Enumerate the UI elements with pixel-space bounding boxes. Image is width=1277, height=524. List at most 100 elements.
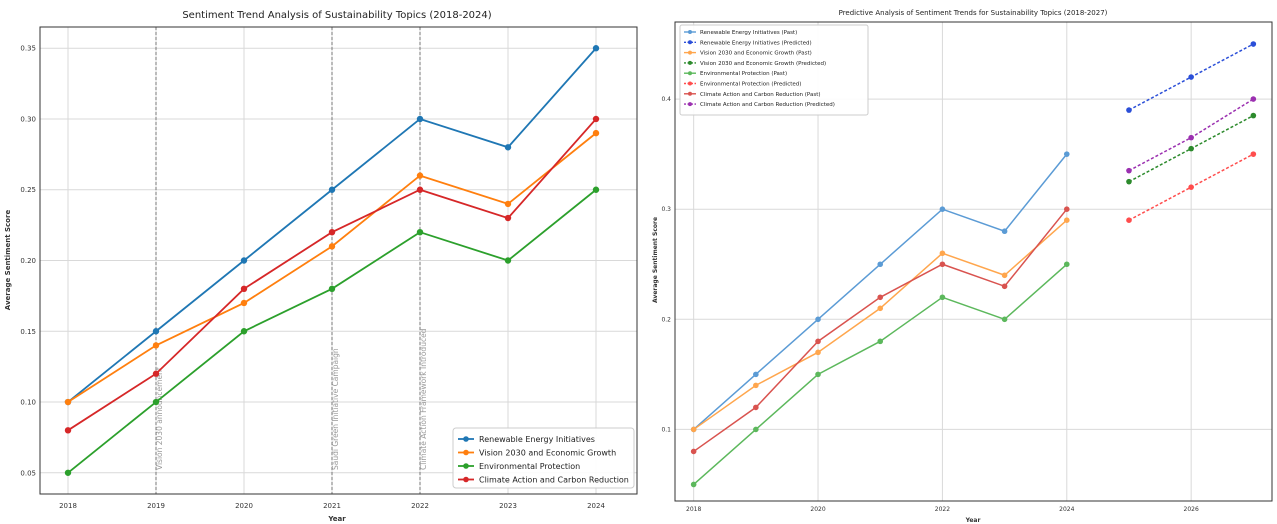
data-point <box>416 172 424 179</box>
x-tick-label: 2026 <box>1184 506 1199 513</box>
data-point <box>1001 316 1008 323</box>
data-point <box>1001 283 1008 290</box>
event-annotation-label: Vision 2030 announcement <box>155 367 164 470</box>
data-point <box>328 228 336 236</box>
data-point <box>240 257 248 264</box>
y-tick-label: 0.25 <box>20 186 36 194</box>
data-point <box>939 206 946 212</box>
series-environmental-protection <box>64 186 600 476</box>
y-tick-label: 0.35 <box>20 45 36 53</box>
data-point <box>416 228 424 236</box>
series-renewable-energy-initiatives-predicted <box>1126 41 1257 113</box>
data-point <box>592 45 600 52</box>
legend-label: Renewable Energy Initiatives (Predicted) <box>700 40 812 46</box>
y-tick-label: 0.15 <box>20 328 36 336</box>
series-line <box>693 153 1068 430</box>
data-point <box>64 469 72 476</box>
data-point <box>1001 228 1008 235</box>
series-renewable-energy-initiatives-past <box>690 151 1070 433</box>
legend-item: Renewable Energy Initiatives (Predicted) <box>684 40 812 46</box>
data-point <box>1063 151 1070 157</box>
data-point <box>939 250 946 257</box>
x-axis-label: Year <box>327 515 346 523</box>
data-point <box>815 371 821 378</box>
legend-item: Environmental Protection <box>458 462 580 471</box>
data-point <box>1126 178 1132 185</box>
sentiment-trend-chart: Sentiment Trend Analysis of Sustainabili… <box>4 10 638 523</box>
x-tick-label: 2018 <box>686 506 701 513</box>
y-axis-label: Average Sentiment Score <box>4 210 12 311</box>
x-tick-label: 2019 <box>147 502 165 510</box>
data-point <box>328 243 336 250</box>
series-layer <box>690 41 1257 488</box>
data-point <box>64 398 72 406</box>
legend-item: Climate Action and Carbon Reduction (Pas… <box>684 91 821 98</box>
data-point <box>240 299 248 307</box>
legend-marker <box>463 476 469 483</box>
data-point <box>328 285 336 293</box>
x-tick-label: 2021 <box>323 502 341 510</box>
data-point <box>753 371 759 378</box>
data-point <box>1188 74 1194 80</box>
series-climate-action-and-carbon-reduction-predicted <box>1126 96 1257 174</box>
data-point <box>1063 206 1070 212</box>
legend-box <box>452 427 635 489</box>
y-tick-label: 0.20 <box>20 257 36 265</box>
legend-marker <box>463 436 469 442</box>
data-point <box>416 186 424 193</box>
legend-marker <box>688 71 692 76</box>
data-point <box>592 186 600 193</box>
legend-marker <box>688 30 692 34</box>
data-point <box>152 370 160 377</box>
data-point <box>504 144 512 151</box>
data-point <box>1001 272 1008 279</box>
y-tick-labels: 0.05 0.10 0.15 0.20 0.25 0.30 0.35 <box>20 45 36 478</box>
legend-item: Climate Action and Carbon Reduction <box>458 476 629 485</box>
chart-title: Predictive Analysis of Sentiment Trends … <box>839 9 1108 17</box>
data-point <box>64 427 72 434</box>
series-vision-2030-and-economic-growth-past <box>690 217 1070 433</box>
legend: Renewable Energy Initiatives (Past) Renew… <box>679 24 869 116</box>
legend-marker <box>688 40 692 45</box>
data-point <box>939 294 946 301</box>
event-annotation-label: Saudi Green Initiative Campaign <box>331 348 340 470</box>
series-vision-2030-and-economic-growth <box>64 129 600 406</box>
legend-item: Environmental Protection (Past) <box>684 71 787 77</box>
data-point <box>1188 134 1194 141</box>
x-tick-label: 2020 <box>810 506 825 513</box>
x-tick-label: 2023 <box>499 502 517 510</box>
data-point <box>1126 107 1132 113</box>
data-point <box>877 294 884 301</box>
legend-marker <box>688 50 692 55</box>
legend-label: Climate Action and Carbon Reduction (Pre… <box>700 102 835 108</box>
plot-frame <box>39 26 638 495</box>
chart-panel-sentiment-trend: Sentiment Trend Analysis of Sustainabili… <box>4 10 638 523</box>
data-point <box>152 342 160 349</box>
legend-label: Climate Action and Carbon Reduction (Pas… <box>700 92 821 98</box>
y-tick-label: 0.1 <box>661 426 671 433</box>
data-point <box>690 448 697 455</box>
data-point <box>1126 217 1132 224</box>
plot-frame <box>674 21 1273 502</box>
x-tick-label: 2022 <box>935 506 950 513</box>
data-point <box>815 338 821 345</box>
data-point <box>328 186 336 193</box>
data-point <box>240 328 248 335</box>
series-layer <box>64 45 600 476</box>
legend-marker <box>463 463 469 469</box>
x-tick-labels: 2018 2019 2020 2021 2022 2023 2024 <box>59 502 605 510</box>
data-point <box>1250 112 1257 119</box>
legend-label: Vision 2030 and Economic Growth <box>479 449 616 458</box>
data-point <box>690 426 697 433</box>
data-point <box>1188 145 1194 152</box>
data-point <box>504 200 512 208</box>
legend-label: Vision 2030 and Economic Growth (Past) <box>700 51 812 57</box>
legend-item: Vision 2030 and Economic Growth (Predict… <box>684 60 826 67</box>
legend-marker <box>688 102 692 107</box>
event-annotations: Vision 2030 announcement Saudi Green Init… <box>155 27 428 494</box>
predictive-sentiment-chart: Predictive Analysis of Sentiment Trends … <box>652 9 1273 524</box>
legend-item: Climate Action and Carbon Reduction (Pre… <box>684 102 835 108</box>
data-point <box>753 382 759 389</box>
data-point <box>592 129 600 137</box>
series-line <box>693 219 1068 431</box>
